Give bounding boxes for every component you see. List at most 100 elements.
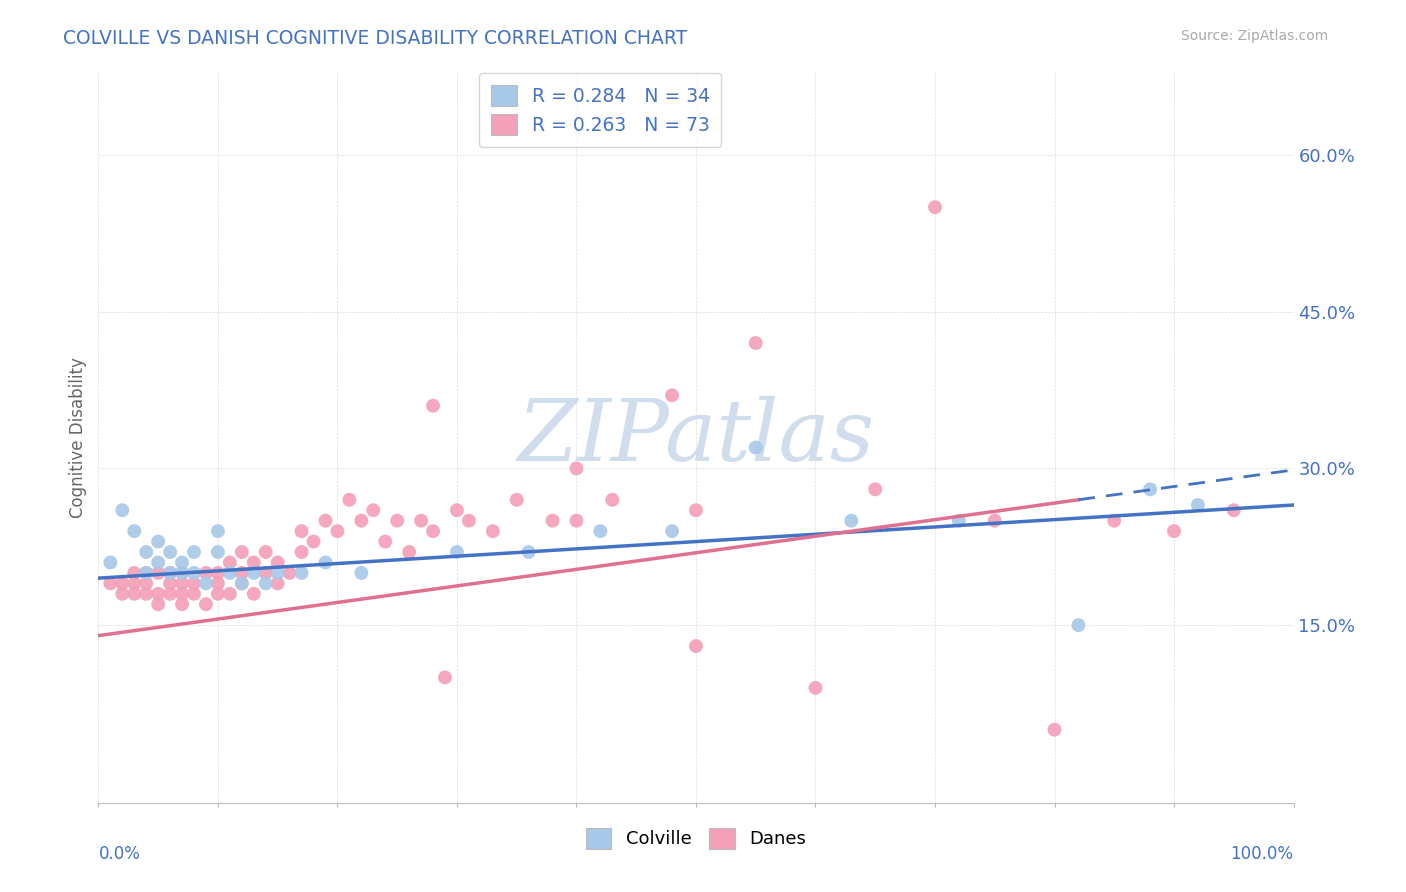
Point xyxy=(183,587,205,601)
Point xyxy=(291,566,314,580)
Point xyxy=(398,545,420,559)
Point xyxy=(135,566,157,580)
Point xyxy=(541,514,564,528)
Point xyxy=(291,524,314,538)
Point xyxy=(984,514,1007,528)
Point xyxy=(1223,503,1246,517)
Point xyxy=(207,524,229,538)
Point xyxy=(1067,618,1090,632)
Point xyxy=(148,587,170,601)
Point xyxy=(278,566,301,580)
Point xyxy=(172,556,194,570)
Point xyxy=(159,566,181,580)
Point xyxy=(326,524,349,538)
Point xyxy=(517,545,540,559)
Point xyxy=(446,545,468,559)
Point xyxy=(183,566,205,580)
Point xyxy=(124,524,146,538)
Point xyxy=(243,556,266,570)
Point xyxy=(841,514,863,528)
Point xyxy=(231,545,253,559)
Text: 0.0%: 0.0% xyxy=(98,846,141,863)
Point xyxy=(219,556,242,570)
Point xyxy=(172,597,194,611)
Legend: Colville, Danes: Colville, Danes xyxy=(579,821,813,856)
Point xyxy=(172,587,194,601)
Point xyxy=(172,566,194,580)
Text: 100.0%: 100.0% xyxy=(1230,846,1294,863)
Point xyxy=(458,514,481,528)
Point xyxy=(865,483,887,497)
Text: ZIPatlas: ZIPatlas xyxy=(517,396,875,478)
Point xyxy=(98,556,122,570)
Point xyxy=(422,524,444,538)
Text: Source: ZipAtlas.com: Source: ZipAtlas.com xyxy=(1181,29,1329,43)
Point xyxy=(98,576,122,591)
Point xyxy=(231,566,253,580)
Point xyxy=(1043,723,1066,737)
Point xyxy=(207,587,229,601)
Point xyxy=(661,524,683,538)
Point xyxy=(302,534,325,549)
Point xyxy=(159,587,181,601)
Point xyxy=(135,576,157,591)
Point xyxy=(315,556,337,570)
Point xyxy=(685,639,707,653)
Point xyxy=(195,566,218,580)
Point xyxy=(506,492,529,507)
Point xyxy=(446,503,468,517)
Point xyxy=(243,566,266,580)
Point xyxy=(135,587,157,601)
Point xyxy=(685,503,707,517)
Point xyxy=(602,492,624,507)
Point xyxy=(804,681,827,695)
Point xyxy=(124,576,146,591)
Point xyxy=(589,524,612,538)
Point xyxy=(172,566,194,580)
Point xyxy=(111,587,134,601)
Point xyxy=(135,545,157,559)
Point xyxy=(219,587,242,601)
Point xyxy=(350,514,373,528)
Point xyxy=(254,545,277,559)
Point xyxy=(363,503,385,517)
Point xyxy=(411,514,433,528)
Point xyxy=(339,492,361,507)
Point xyxy=(111,503,134,517)
Point xyxy=(231,576,253,591)
Point xyxy=(135,566,157,580)
Point xyxy=(207,545,229,559)
Point xyxy=(1187,498,1209,512)
Point xyxy=(267,556,290,570)
Point xyxy=(374,534,396,549)
Point xyxy=(183,576,205,591)
Point xyxy=(148,566,170,580)
Point xyxy=(745,336,768,351)
Point xyxy=(159,576,181,591)
Point xyxy=(124,587,146,601)
Point xyxy=(231,576,253,591)
Point xyxy=(148,556,170,570)
Point xyxy=(267,576,290,591)
Point xyxy=(148,597,170,611)
Point xyxy=(183,545,205,559)
Point xyxy=(434,670,457,684)
Point xyxy=(159,566,181,580)
Point xyxy=(1139,483,1161,497)
Point xyxy=(565,514,588,528)
Point xyxy=(350,566,373,580)
Point xyxy=(254,566,277,580)
Point xyxy=(148,534,170,549)
Point xyxy=(565,461,588,475)
Point xyxy=(195,597,218,611)
Point xyxy=(195,576,218,591)
Point xyxy=(291,545,314,559)
Point xyxy=(481,524,505,538)
Point xyxy=(207,566,229,580)
Point xyxy=(243,587,266,601)
Point xyxy=(1163,524,1185,538)
Point xyxy=(315,514,337,528)
Point xyxy=(745,441,768,455)
Point xyxy=(207,576,229,591)
Point xyxy=(385,514,409,528)
